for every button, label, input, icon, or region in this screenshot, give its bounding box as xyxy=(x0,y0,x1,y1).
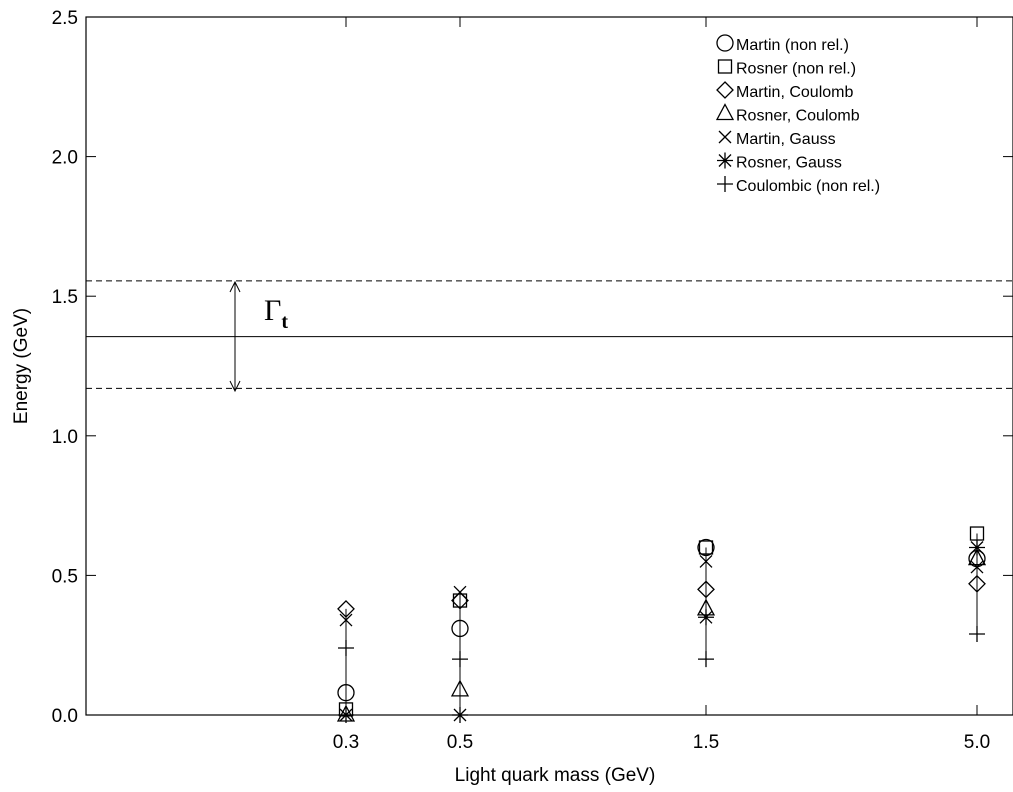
legend-marker-circle xyxy=(716,34,734,52)
data-point-star xyxy=(969,539,985,556)
data-point-plus xyxy=(969,626,985,643)
legend-label: Rosner (non rel.) xyxy=(736,61,856,78)
y-tick-label: 2.5 xyxy=(52,8,78,29)
reference-lines xyxy=(86,280,1013,389)
data-point-circle xyxy=(697,538,715,557)
data-point-square xyxy=(452,593,468,608)
legend-label: Martin, Coulomb xyxy=(736,84,853,101)
gamma-arrow-head-top xyxy=(229,280,241,293)
y-tick-label: 2.0 xyxy=(52,148,78,169)
legend-marker-cross xyxy=(718,130,732,144)
legend-marker-square xyxy=(717,59,733,74)
legend-marker-star xyxy=(717,152,733,169)
y-axis: 0.0 0.5 1.0 1.5 2.0 2.5 xyxy=(52,8,1013,727)
data-point-diamond xyxy=(337,599,355,618)
data-point-triangle xyxy=(450,679,470,697)
data-point-star xyxy=(698,609,714,626)
x-tick-label: 1.5 xyxy=(693,732,719,753)
data-point-star xyxy=(338,707,354,723)
data-point-cross xyxy=(970,560,984,574)
data-points xyxy=(336,526,987,723)
data-point-circle xyxy=(451,619,469,638)
x-tick-label: 5.0 xyxy=(964,732,990,753)
legend-marker-triangle xyxy=(715,103,735,121)
data-point-circle xyxy=(337,684,355,702)
x-axis-label: Light quark mass (GeV) xyxy=(455,765,656,786)
x-tick-label: 0.5 xyxy=(447,732,473,753)
data-point-plus xyxy=(452,651,468,668)
data-point-diamond xyxy=(968,574,986,593)
y-axis-label: Energy (GeV) xyxy=(11,308,32,424)
data-point-cross xyxy=(699,554,713,568)
data-point-cross xyxy=(453,585,467,599)
gamma-arrow-head-bottom xyxy=(229,380,241,393)
data-point-plus xyxy=(698,651,714,668)
legend: Martin (non rel.) Rosner (non rel.) Martin… xyxy=(715,34,880,195)
data-point-plus xyxy=(338,639,354,656)
legend-label: Martin, Gauss xyxy=(736,131,836,148)
data-point-star xyxy=(452,707,468,723)
gamma-subscript: t xyxy=(281,311,288,333)
legend-label: Rosner, Gauss xyxy=(736,155,842,172)
data-point-diamond xyxy=(697,580,715,599)
plot-frame xyxy=(85,16,1013,716)
data-point-triangle xyxy=(967,548,987,566)
error-bars xyxy=(345,533,978,715)
y-tick-label: 0.0 xyxy=(52,706,78,727)
y-tick-label: 0.5 xyxy=(52,566,78,587)
y-tick-label: 1.0 xyxy=(52,427,78,448)
gamma-label: Γt xyxy=(264,294,288,333)
gamma-symbol: Γ xyxy=(264,294,281,327)
y-tick-label: 1.5 xyxy=(52,287,78,308)
data-point-square xyxy=(698,540,714,555)
legend-label: Martin (non rel.) xyxy=(736,37,849,54)
gamma-annotation: Γt xyxy=(229,280,288,393)
legend-label: Rosner, Coulomb xyxy=(736,108,860,125)
legend-marker-plus xyxy=(717,176,733,192)
x-axis: 0.3 0.5 1.5 5.0 xyxy=(333,17,990,753)
legend-marker-diamond xyxy=(716,81,734,99)
data-point-cross xyxy=(339,613,353,627)
legend-label: Coulombic (non rel.) xyxy=(736,178,880,195)
x-tick-label: 0.3 xyxy=(333,732,359,753)
